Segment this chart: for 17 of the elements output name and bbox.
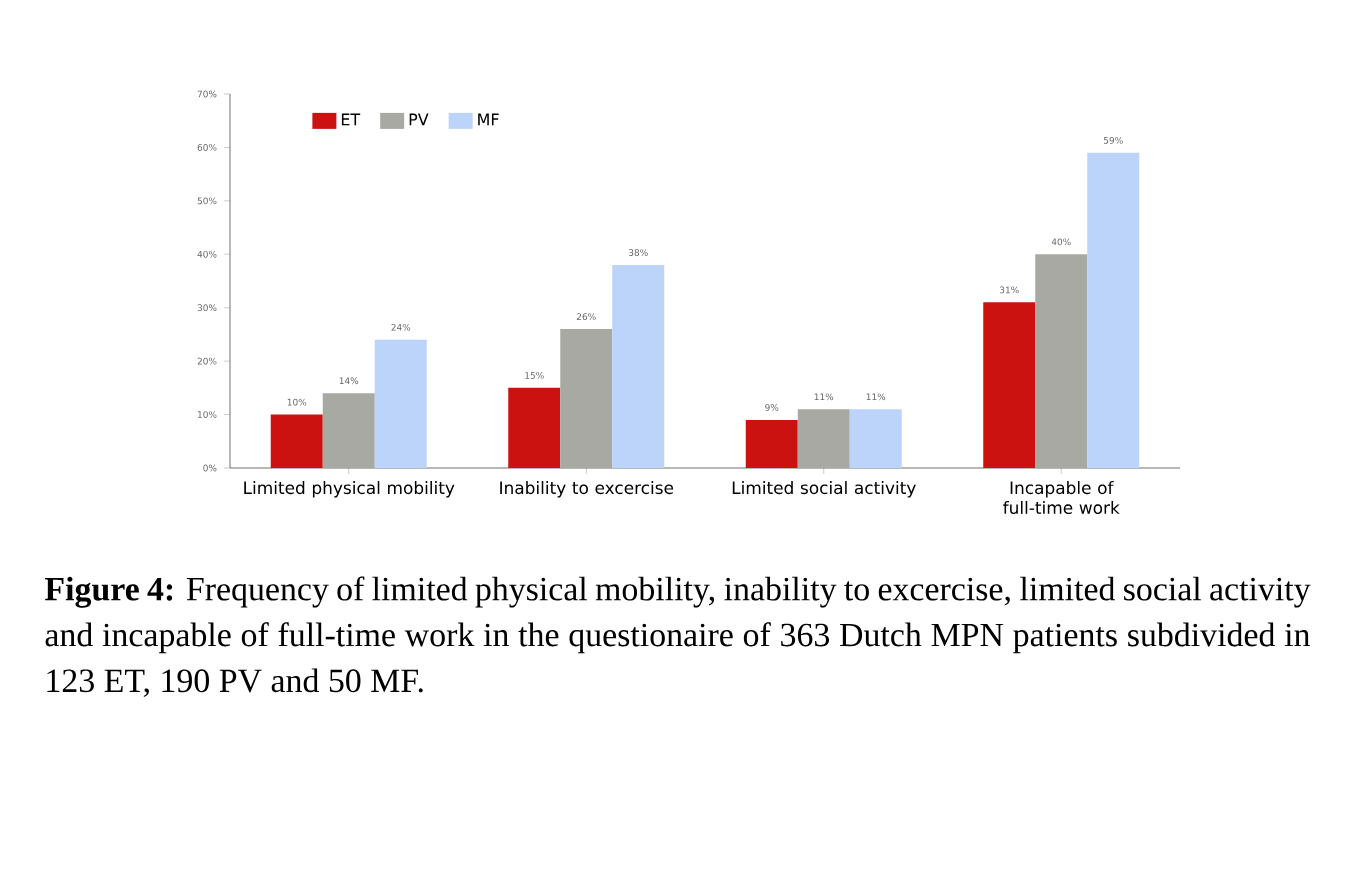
x-tick-label: Inability to excercise (500, 481, 674, 498)
x-tick-label: Limited physical mobility (244, 481, 455, 498)
text: Figure 4: Frequency of limited physical mobility, inability to excercise, limited social activity and incapable of full-time work in the questionaire of 363 Dutch MPN patients subdivided in 123 ET, 190 PV and 50 MF. (44, 576, 1311, 698)
bar (797, 409, 850, 468)
bar (270, 414, 323, 468)
bar (1035, 254, 1088, 468)
bar (374, 339, 427, 468)
bar (612, 264, 665, 468)
bar (560, 329, 613, 468)
bar (322, 393, 375, 468)
bar (983, 302, 1036, 468)
bar (1087, 152, 1140, 468)
x-tick-label: Incapable of full-time work (1003, 481, 1120, 515)
x-tick-label: Limited social activity (732, 481, 916, 498)
bar (745, 419, 798, 468)
bar (849, 409, 902, 468)
bar (508, 387, 561, 468)
